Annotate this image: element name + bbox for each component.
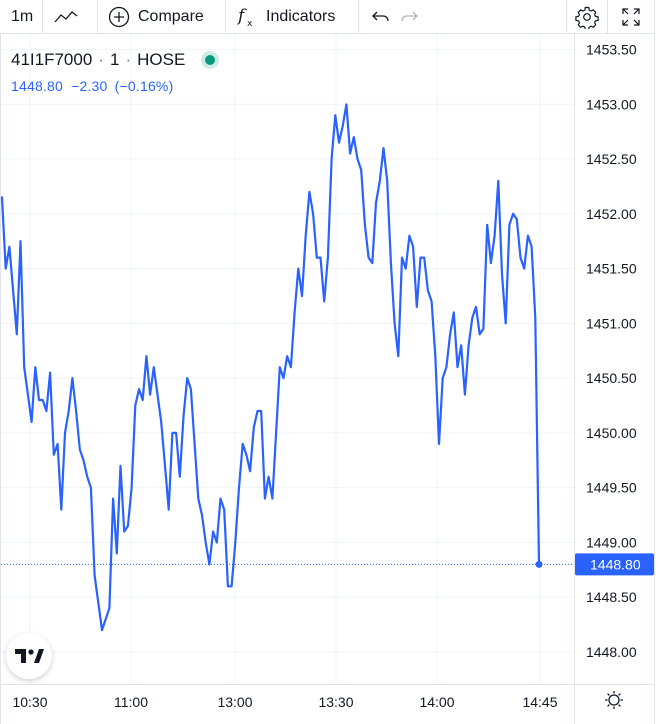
separator: · [125, 50, 131, 70]
y-tick-label: 1450.00 [586, 425, 637, 441]
price-change-percent: (−0.16%) [115, 78, 174, 94]
exchange-name: HOSE [137, 50, 185, 70]
y-tick-label: 1452.50 [586, 151, 637, 167]
y-tick-label: 1453.50 [586, 41, 637, 57]
price-change: −2.30 [71, 78, 107, 94]
tradingview-logo[interactable] [6, 633, 52, 679]
market-status-dot[interactable] [205, 55, 215, 65]
last-price-label: 1448.80 [590, 556, 641, 572]
last-price: 1448.80 [11, 78, 63, 94]
symbol-name[interactable]: 41I1F7000 [11, 50, 92, 70]
y-tick-label: 1449.00 [586, 534, 637, 550]
y-tick-label: 1448.00 [586, 644, 637, 660]
y-tick-label: 1448.50 [586, 589, 637, 605]
x-tick-label: 13:30 [318, 694, 353, 710]
price-series-line [2, 104, 539, 630]
x-tick-label: 14:45 [522, 694, 557, 710]
last-price-dot [536, 561, 543, 568]
y-tick-label: 1453.00 [586, 96, 637, 112]
plot-area [1, 104, 574, 630]
x-tick-label: 14:00 [419, 694, 454, 710]
axis-settings-button[interactable] [604, 690, 624, 715]
legend: 41I1F7000 · 1 · HOSE 1448.80 −2.30 (−0.1… [11, 50, 215, 94]
x-tick-label: 10:30 [12, 694, 47, 710]
y-tick-label: 1452.00 [586, 206, 637, 222]
tradingview-logo-icon [14, 647, 44, 665]
price-values: 1448.80 −2.30 (−0.16%) [11, 78, 215, 94]
x-tick-label: 11:00 [114, 694, 148, 710]
symbol-row: 41I1F7000 · 1 · HOSE [11, 50, 215, 70]
y-tick-label: 1451.50 [586, 261, 637, 277]
y-tick-label: 1450.50 [586, 370, 637, 386]
separator: · [98, 50, 104, 70]
x-tick-label: 13:00 [217, 694, 252, 710]
sun-settings-icon [604, 690, 624, 710]
symbol-interval: 1 [110, 50, 119, 70]
y-tick-label: 1451.00 [586, 315, 637, 331]
y-tick-label: 1449.50 [586, 480, 637, 496]
